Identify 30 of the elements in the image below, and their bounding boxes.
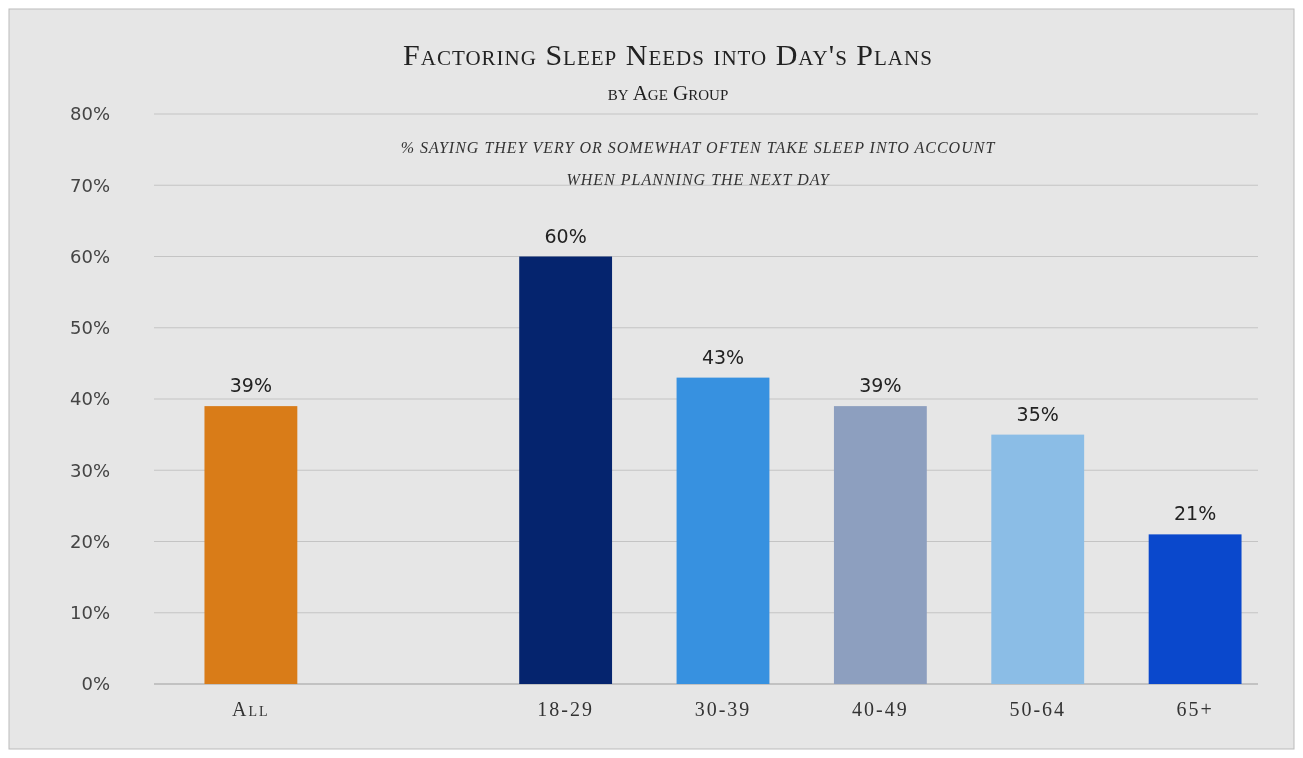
y-tick-label: 70%: [69, 174, 110, 196]
y-tick-label: 40%: [69, 388, 110, 410]
bar: [1148, 534, 1242, 684]
y-tick-label: 30%: [69, 459, 110, 481]
data-label: 35%: [1016, 402, 1059, 425]
bar: [833, 406, 927, 684]
data-label: 39%: [229, 374, 273, 397]
y-tick-label: 20%: [69, 530, 110, 552]
bar: [991, 434, 1085, 684]
y-tick-label: 60%: [69, 245, 110, 267]
data-label: 43%: [701, 345, 745, 368]
chart-subtitle: by Age Group: [607, 81, 729, 105]
x-tick-label: 65+: [1176, 698, 1214, 720]
x-tick-label: 30-39: [694, 698, 752, 720]
bar: [519, 256, 613, 684]
y-tick-label: 50%: [69, 317, 110, 339]
data-label: 60%: [544, 224, 587, 247]
x-tick-label: All: [232, 698, 270, 720]
x-tick-label: 50-64: [1009, 698, 1067, 720]
x-tick-label: 18-29: [537, 698, 594, 720]
y-tick-label: 0%: [81, 673, 110, 695]
annotation: % SAYING THEY VERY OR SOMEWHAT OFTEN TAKE SLEEP INTO ACCOUNT WHEN PLANNING THE NEXT DAY: [400, 139, 996, 188]
bar: [204, 406, 298, 684]
data-label: 21%: [1173, 502, 1217, 525]
bar: [676, 377, 770, 684]
y-tick-label: 10%: [69, 602, 110, 624]
data-label: 39%: [859, 374, 902, 397]
x-tick-label: 40-49: [852, 698, 909, 720]
chart-title: Factoring Sleep Needs into Day's Plans: [403, 38, 933, 71]
y-tick-label: 80%: [69, 103, 110, 125]
